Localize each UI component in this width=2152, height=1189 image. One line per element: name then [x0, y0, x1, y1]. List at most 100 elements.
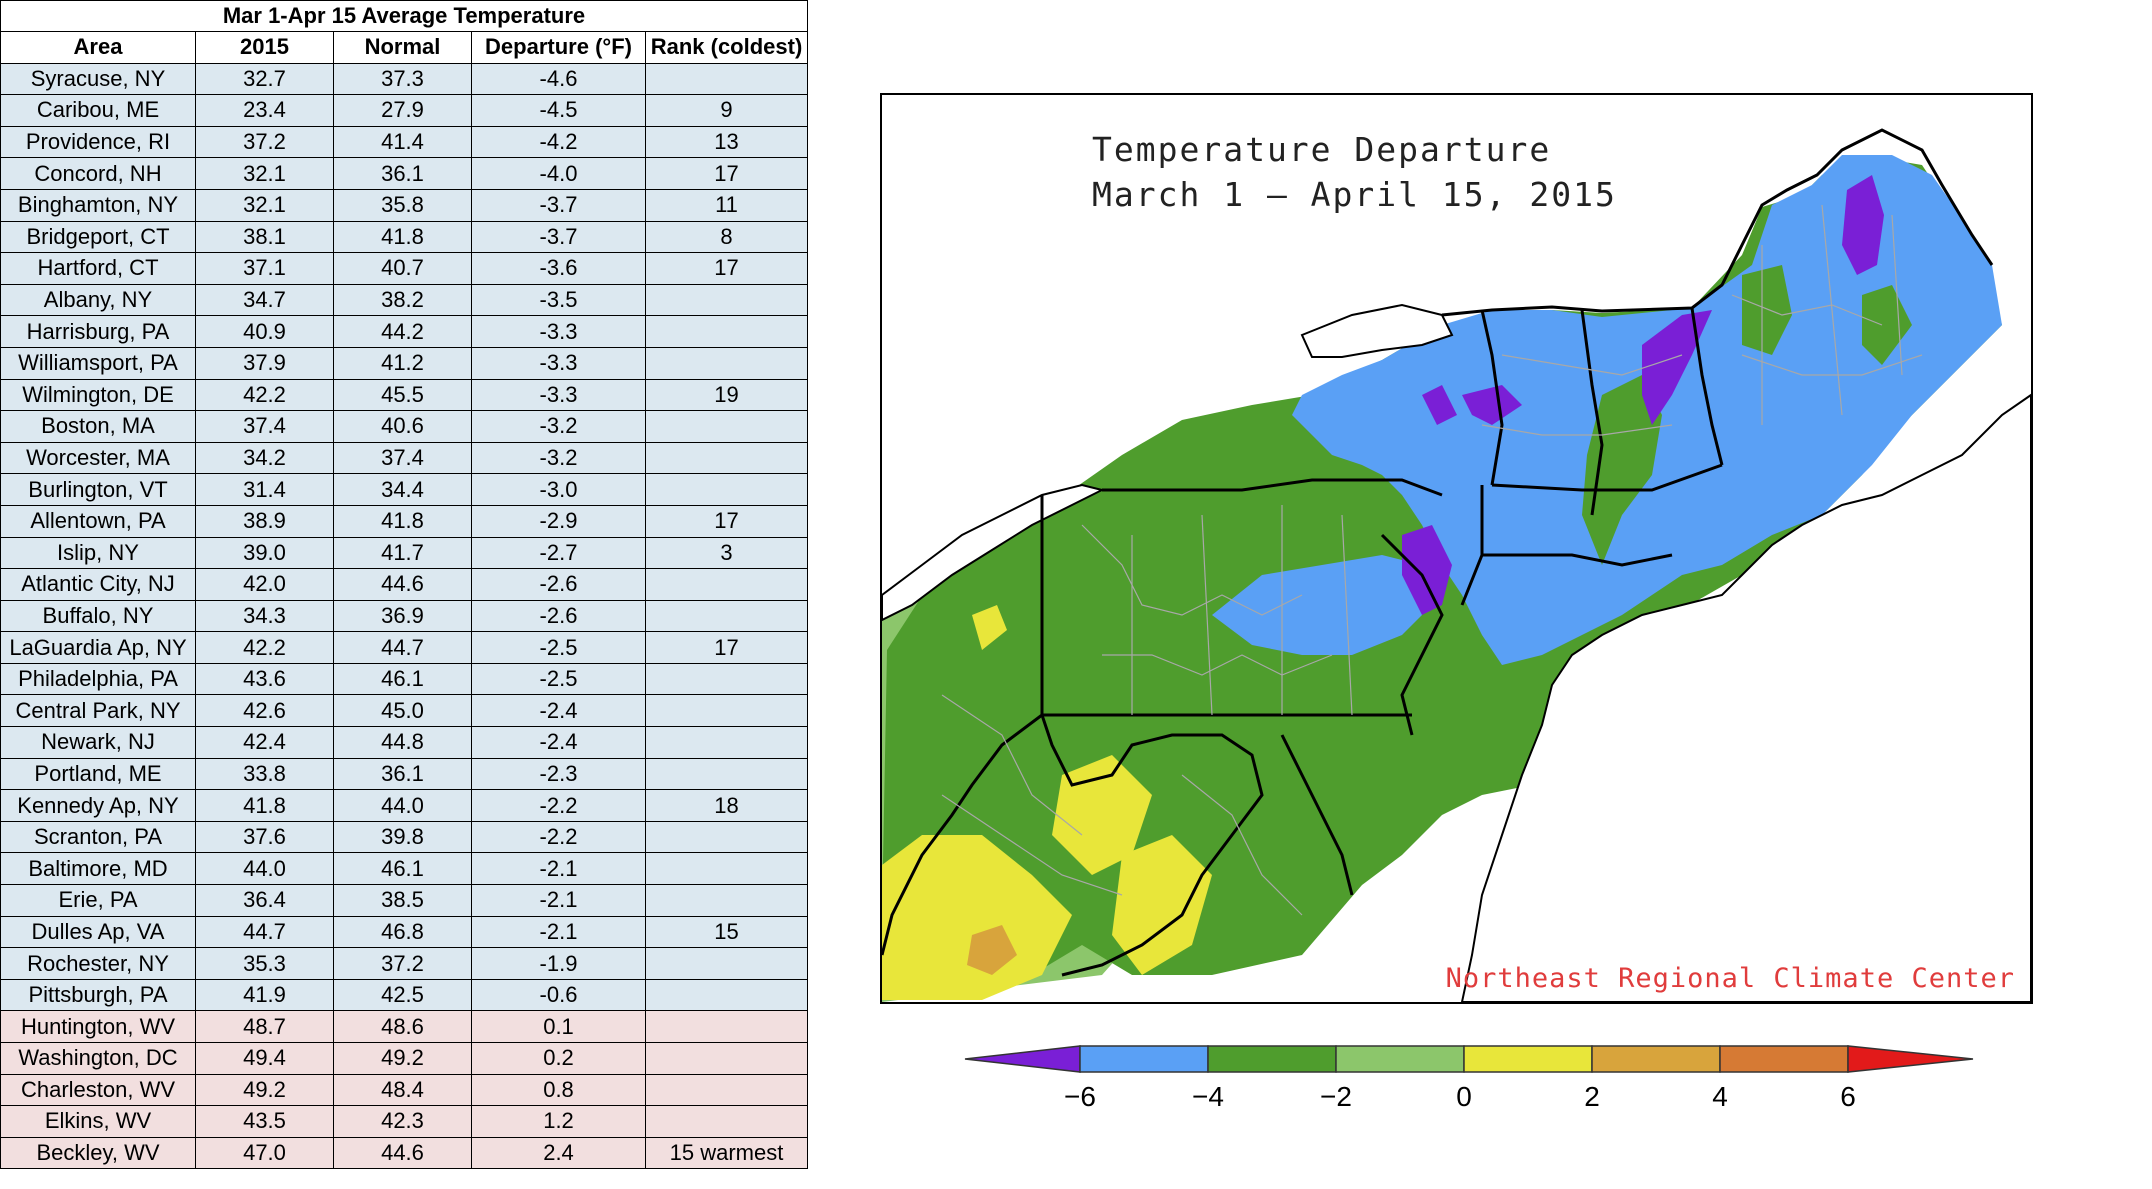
cell-area: Baltimore, MD [0, 852, 196, 886]
cell-2015: 34.3 [195, 599, 334, 633]
cell-departure: -3.2 [471, 410, 646, 443]
cell-rank [645, 568, 808, 601]
cell-departure: -2.9 [471, 504, 646, 538]
cell-rank: 17 [645, 252, 808, 285]
cell-2015: 33.8 [195, 757, 334, 791]
border-ny-pa [1102, 478, 1443, 497]
cell-area: Albany, NY [0, 283, 196, 317]
cell-area: Williamsport, PA [0, 346, 196, 380]
cell-departure: -4.6 [471, 62, 646, 96]
cell-2015: 37.2 [195, 125, 334, 159]
cell-2015: 47.0 [195, 1136, 334, 1170]
cell-rank [645, 599, 808, 633]
cell-departure: -1.9 [471, 947, 646, 980]
table-row: Buffalo, NY 34.3 36.9 -2.6 [0, 599, 808, 633]
cell-2015: 42.0 [195, 568, 334, 601]
colorbar-bin [1463, 1045, 1593, 1073]
cell-area: Providence, RI [0, 125, 196, 159]
colorbar-tick-label: −6 [1064, 1081, 1096, 1112]
cell-2015: 38.1 [195, 220, 334, 254]
table-row: Islip, NY 39.0 41.7 -2.7 3 [0, 536, 808, 570]
table-row: Concord, NH 32.1 36.1 -4.0 17 [0, 157, 808, 190]
border-vt-nh [1580, 309, 1604, 516]
table-row: Dulles Ap, VA 44.7 46.8 -2.1 15 [0, 915, 808, 949]
cell-area: Allentown, PA [0, 504, 196, 538]
cell-departure: -2.6 [471, 599, 646, 633]
cell-departure: -2.1 [471, 884, 646, 917]
region-yellow-oh [972, 605, 1007, 650]
table-row: Worcester, MA 34.2 37.4 -3.2 [0, 441, 808, 475]
cell-2015: 44.7 [195, 915, 334, 949]
cell-normal: 46.1 [333, 662, 472, 696]
cell-departure: -2.7 [471, 536, 646, 570]
colorbar-bin [1719, 1045, 1849, 1073]
cell-departure: 0.1 [471, 1010, 646, 1043]
cell-area: Scranton, PA [0, 820, 196, 854]
cell-area: Hartford, CT [0, 252, 196, 285]
cell-2015: 44.0 [195, 852, 334, 886]
cell-normal: 40.7 [333, 252, 472, 285]
border-ma-north [1491, 463, 1723, 492]
cell-rank [645, 884, 808, 917]
cell-2015: 37.6 [195, 820, 334, 854]
table-row: Binghamton, NY 32.1 35.8 -3.7 11 [0, 188, 808, 222]
temperature-table: Mar 1-Apr 15 Average Temperature Area 20… [0, 0, 808, 1170]
cell-2015: 42.4 [195, 726, 334, 759]
table-row: Charleston, WV 49.2 48.4 0.8 [0, 1073, 808, 1107]
cell-2015: 34.7 [195, 283, 334, 317]
cell-rank [645, 947, 808, 980]
table-title: Mar 1-Apr 15 Average Temperature [0, 0, 808, 31]
region-purple-vt [1422, 385, 1457, 425]
cell-normal: 36.1 [333, 757, 472, 791]
table-row: Allentown, PA 38.9 41.8 -2.9 17 [0, 504, 808, 538]
cell-normal: 37.3 [333, 62, 472, 96]
cell-normal: 39.8 [333, 820, 472, 854]
cell-departure: 2.4 [471, 1136, 646, 1170]
cell-2015: 23.4 [195, 94, 334, 127]
table-row: Hartford, CT 37.1 40.7 -3.6 17 [0, 252, 808, 285]
region-yellow-wv-3 [1112, 835, 1212, 975]
cell-normal: 49.2 [333, 1042, 472, 1075]
cell-area: Dulles Ap, VA [0, 915, 196, 949]
cell-departure: -3.6 [471, 252, 646, 285]
cell-rank: 17 [645, 504, 808, 538]
cell-2015: 31.4 [195, 473, 334, 506]
cell-rank: 17 [645, 631, 808, 664]
cell-rank [645, 694, 808, 728]
colorbar-bin [1335, 1045, 1465, 1073]
table-row: Atlantic City, NJ 42.0 44.6 -2.6 [0, 568, 808, 601]
cell-rank: 17 [645, 157, 808, 190]
table-body: Syracuse, NY 32.7 37.3 -4.6 Caribou, ME 23.4 2… [0, 62, 808, 1170]
lake-ontario [1300, 303, 1454, 358]
table-row: Providence, RI 37.2 41.4 -4.2 13 [0, 125, 808, 159]
cell-normal: 44.8 [333, 726, 472, 759]
temperature-departure-map: Temperature Departure March 1 — April 15… [880, 93, 2033, 1004]
cell-departure: 0.8 [471, 1073, 646, 1107]
cell-2015: 41.8 [195, 789, 334, 822]
cell-normal: 44.6 [333, 568, 472, 601]
cell-departure: -2.4 [471, 694, 646, 728]
cell-normal: 41.8 [333, 220, 472, 254]
col-header-area: Area [0, 31, 196, 64]
border-nj [1380, 533, 1444, 736]
cell-area: Boston, MA [0, 410, 196, 443]
cell-rank: 8 [645, 220, 808, 254]
cell-area: Newark, NJ [0, 726, 196, 759]
cell-2015: 36.4 [195, 884, 334, 917]
border-ma-south [1482, 553, 1673, 567]
map-state-borders [882, 128, 1994, 977]
cell-area: Wilmington, DE [0, 378, 196, 412]
cell-rank: 11 [645, 188, 808, 222]
cell-area: Worcester, MA [0, 441, 196, 475]
cell-normal: 44.2 [333, 315, 472, 348]
cell-normal: 46.8 [333, 915, 472, 949]
colorbar-tick-label: 4 [1712, 1081, 1728, 1112]
cell-normal: 42.3 [333, 1105, 472, 1138]
cell-rank: 18 [645, 789, 808, 822]
table-row: Boston, MA 37.4 40.6 -3.2 [0, 410, 808, 443]
cell-normal: 35.8 [333, 188, 472, 222]
table-header-row: Area 2015 Normal Departure (°F) Rank (co… [0, 31, 808, 64]
cell-rank: 9 [645, 94, 808, 127]
colorbar-ticks: −6 −4 −2 0 2 4 6 [1064, 1081, 1856, 1112]
cell-departure: -3.2 [471, 441, 646, 475]
